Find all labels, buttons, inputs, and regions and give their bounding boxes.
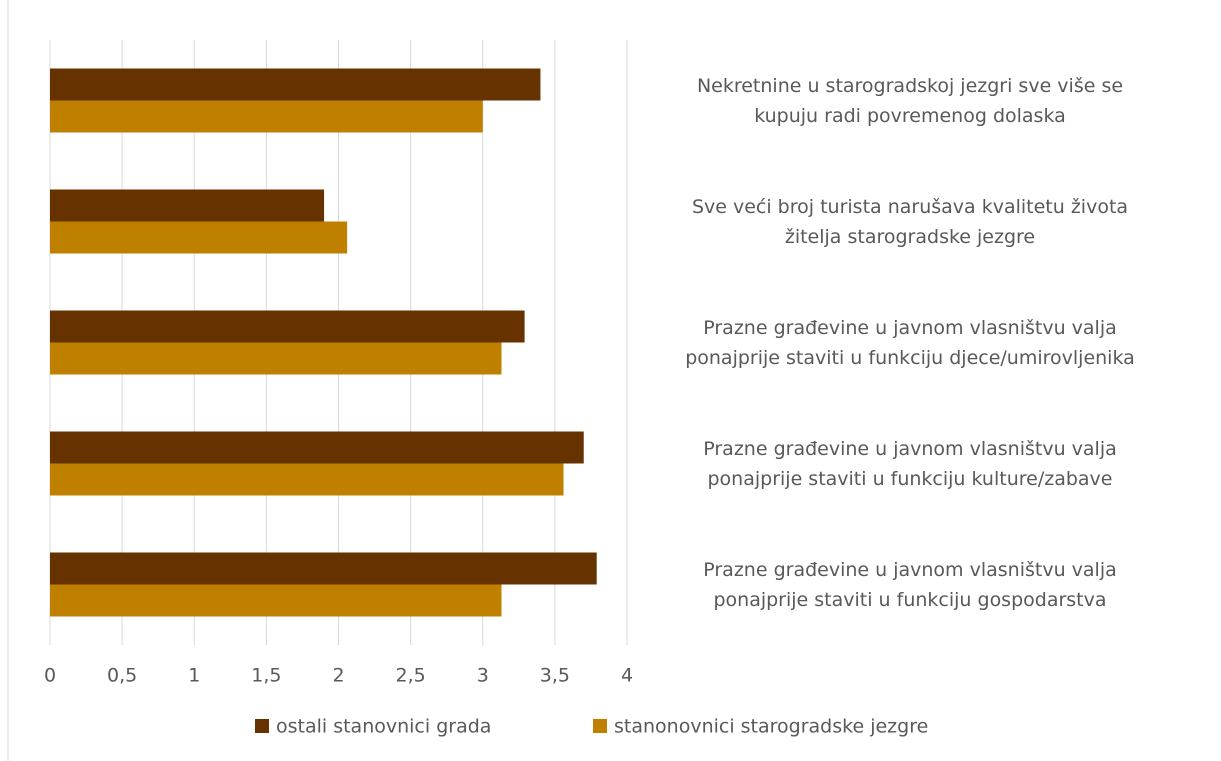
bar <box>50 342 502 375</box>
x-tick-label: 0 <box>44 665 56 687</box>
category-label: Prazne građevine u javnom vlasništvu val… <box>703 558 1117 611</box>
bar <box>50 221 348 254</box>
bar <box>50 100 483 133</box>
x-tick-label: 1,5 <box>251 665 281 687</box>
x-tick-label: 0,5 <box>107 665 137 687</box>
legend-swatch <box>593 719 607 733</box>
x-tick-label: 3 <box>477 665 489 687</box>
category-label: Prazne građevine u javnom vlasništvu val… <box>685 316 1135 369</box>
bar <box>50 189 325 222</box>
x-tick-label: 3,5 <box>540 665 570 687</box>
legend-label: stanonovnici starogradske jezgre <box>614 716 928 738</box>
bar <box>50 552 597 585</box>
category-label: Sve veći broj turista narušava kvalitetu… <box>691 195 1129 248</box>
bar <box>50 463 564 496</box>
bar <box>50 431 584 464</box>
x-tick-label: 4 <box>621 665 633 687</box>
bar <box>50 584 502 617</box>
legend-swatch <box>255 719 269 733</box>
legend-label: ostali stanovnici grada <box>276 716 491 738</box>
bar <box>50 310 525 343</box>
x-tick-label: 2 <box>332 665 344 687</box>
x-tick-label: 1 <box>188 665 200 687</box>
category-label: Nekretnine u starogradskoj jezgri sve vi… <box>696 74 1124 127</box>
bar <box>50 68 541 101</box>
category-label: Prazne građevine u javnom vlasništvu val… <box>703 437 1117 490</box>
x-tick-label: 2,5 <box>396 665 426 687</box>
